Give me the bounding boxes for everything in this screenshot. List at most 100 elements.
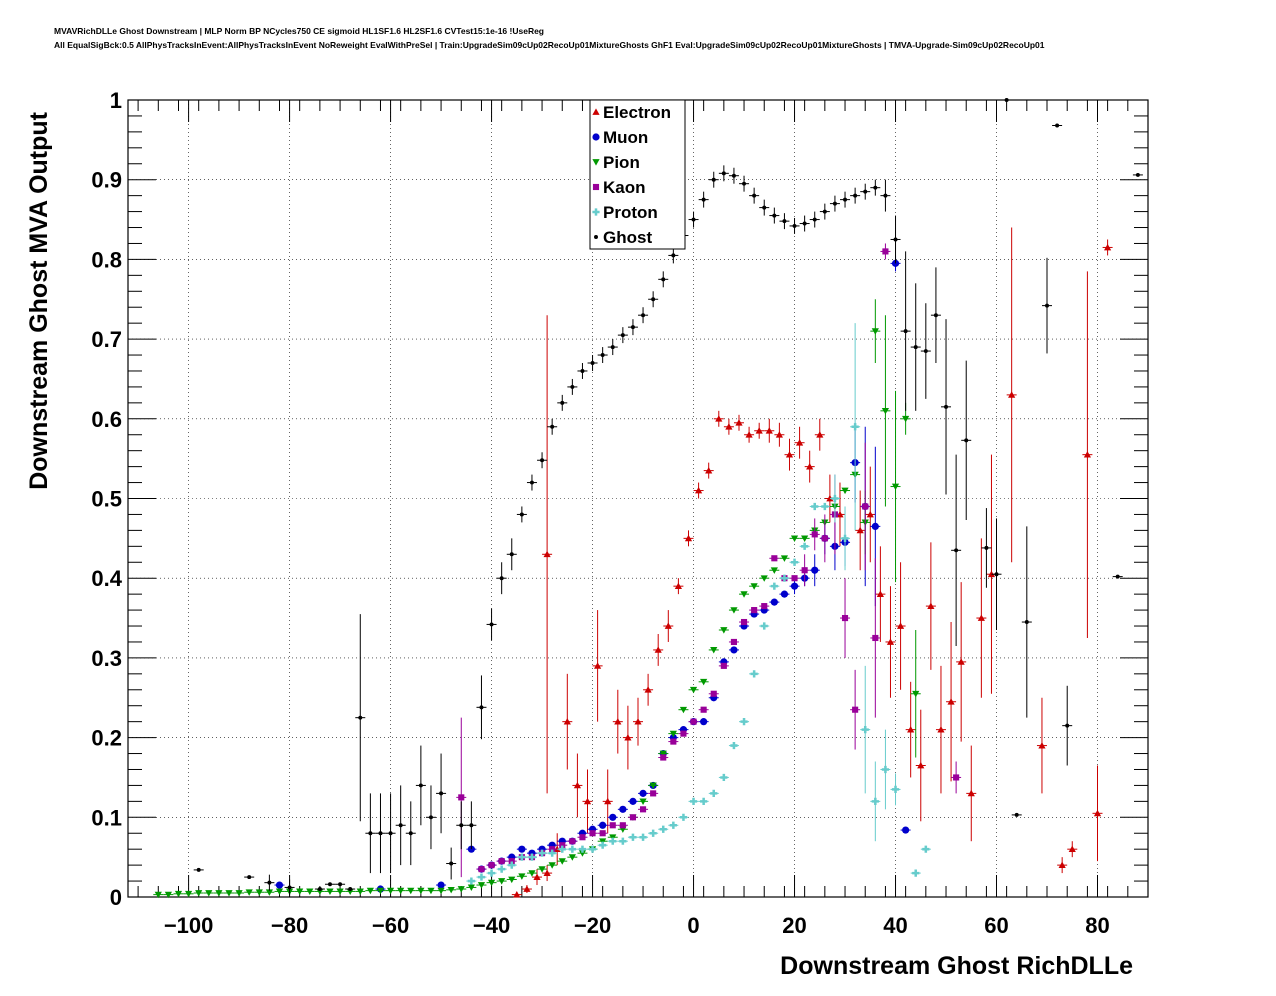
data-point [922,845,930,853]
x-tick-label: 20 [782,913,806,938]
x-tick-label: −80 [271,913,308,938]
data-point [822,209,827,214]
data-point [508,858,515,865]
data-point [1104,243,1112,251]
data-point [573,781,582,789]
axis-ticks [128,99,1149,898]
data-point [609,834,617,841]
data-point [610,345,615,350]
data-point [267,880,272,885]
data-point [750,670,758,678]
data-point [659,750,667,758]
data-point [346,888,354,896]
data-point [710,690,717,697]
data-point [801,567,808,574]
data-point [287,885,292,890]
data-point [478,866,485,873]
data-point [871,328,879,335]
data-point [679,706,688,714]
data-point [801,542,809,550]
legend-entry: Ghost [594,228,652,247]
data-point [560,400,565,405]
data-point [275,888,284,896]
data-point [700,718,708,726]
legend-entry: Electron [592,103,671,122]
data-point [826,494,834,502]
data-point [760,575,768,582]
x-tick-label: 40 [883,913,907,938]
data-point [725,423,733,430]
y-tick-label: 0.4 [91,566,122,591]
x-tick-label: 0 [687,913,699,938]
data-point [987,570,996,578]
data-point [568,845,576,853]
data-point [740,618,748,626]
data-point [944,404,948,409]
legend-entry: Proton [592,203,658,222]
data-point [641,313,646,318]
data-point [639,806,647,813]
data-point [831,494,839,503]
data-point [513,891,521,898]
data-point [770,582,778,590]
data-point [599,841,607,849]
data-point [1038,741,1046,749]
data-point [689,797,698,805]
data-point [1068,845,1076,853]
data-point [275,881,284,889]
data-point [740,718,748,726]
data-point [620,333,625,338]
data-point [634,718,642,725]
legend-entry: Muon [592,128,648,147]
data-point [437,887,445,895]
legend-marker [594,235,598,239]
data-point [881,407,890,415]
data-point [964,438,969,443]
data-point [548,849,556,857]
data-point [871,797,879,805]
data-point [937,726,945,733]
data-point [967,789,975,797]
data-point [802,221,807,226]
data-point [523,885,531,892]
data-point [660,754,667,761]
data-point [853,193,858,198]
data-point [579,834,586,841]
data-point [751,607,758,614]
data-point [569,838,576,845]
data-point [174,890,183,898]
data-point [599,838,607,845]
data-point [1093,809,1102,817]
data-point [811,531,818,538]
data-point [811,502,819,511]
data-point [671,253,676,258]
data-point [740,591,748,598]
data-point [624,734,632,741]
data-point [1055,123,1060,128]
data-point [873,185,878,190]
data-point [570,384,575,389]
data-point [903,329,908,334]
data-point [498,865,506,873]
data-point [498,858,505,865]
data-point [927,602,935,609]
data-point [348,887,353,892]
data-point [933,313,938,318]
data-point [619,822,626,829]
data-point [861,726,869,734]
data-point [639,798,647,805]
data-point [619,837,627,845]
data-point [913,345,918,350]
y-tick-label: 0.3 [91,646,122,671]
data-point [538,866,546,873]
data-point [296,888,304,896]
data-point [730,607,738,614]
data-point [721,171,726,176]
data-point [700,678,708,686]
data-point [518,853,526,861]
data-point [1135,172,1140,177]
data-point [651,297,656,302]
data-point [649,829,657,837]
data-point [841,534,849,542]
data-point [762,205,767,210]
